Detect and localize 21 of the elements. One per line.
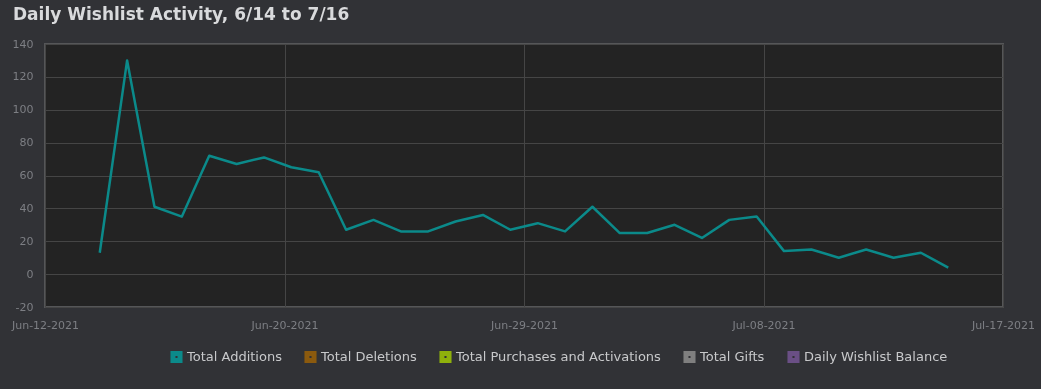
y-tick-label: 0 [26, 267, 34, 281]
y-tick-label: 100 [12, 103, 34, 117]
line-series [98, 59, 950, 269]
legend-label: Total Deletions [320, 348, 418, 364]
chart-title: Daily Wishlist Activity, 6/14 to 7/16 [13, 4, 350, 24]
y-tick-label: 20 [19, 234, 34, 248]
y-tick-label: 120 [12, 70, 34, 84]
x-tick-label: Jul-08-2021 [731, 318, 796, 332]
x-tick-label: Jul-17-2021 [970, 318, 1036, 332]
y-tick-label: -20 [15, 300, 34, 314]
y-tick-label: 80 [19, 136, 34, 150]
legend-label: Total Purchases and Activations [455, 348, 662, 364]
y-tick-label: 40 [19, 201, 34, 215]
legend-label: Daily Wishlist Balance [804, 348, 948, 364]
legend-label: Total Gifts [699, 348, 765, 364]
legend-label: Total Additions [186, 348, 283, 364]
y-tick-label: 60 [19, 169, 34, 182]
y-tick-label: 140 [12, 37, 34, 51]
x-tick-label: Jun-20-2021 [250, 318, 319, 332]
x-tick-label: Jun-29-2021 [489, 318, 559, 332]
x-tick-label: Jun-12-2021 [10, 318, 80, 332]
